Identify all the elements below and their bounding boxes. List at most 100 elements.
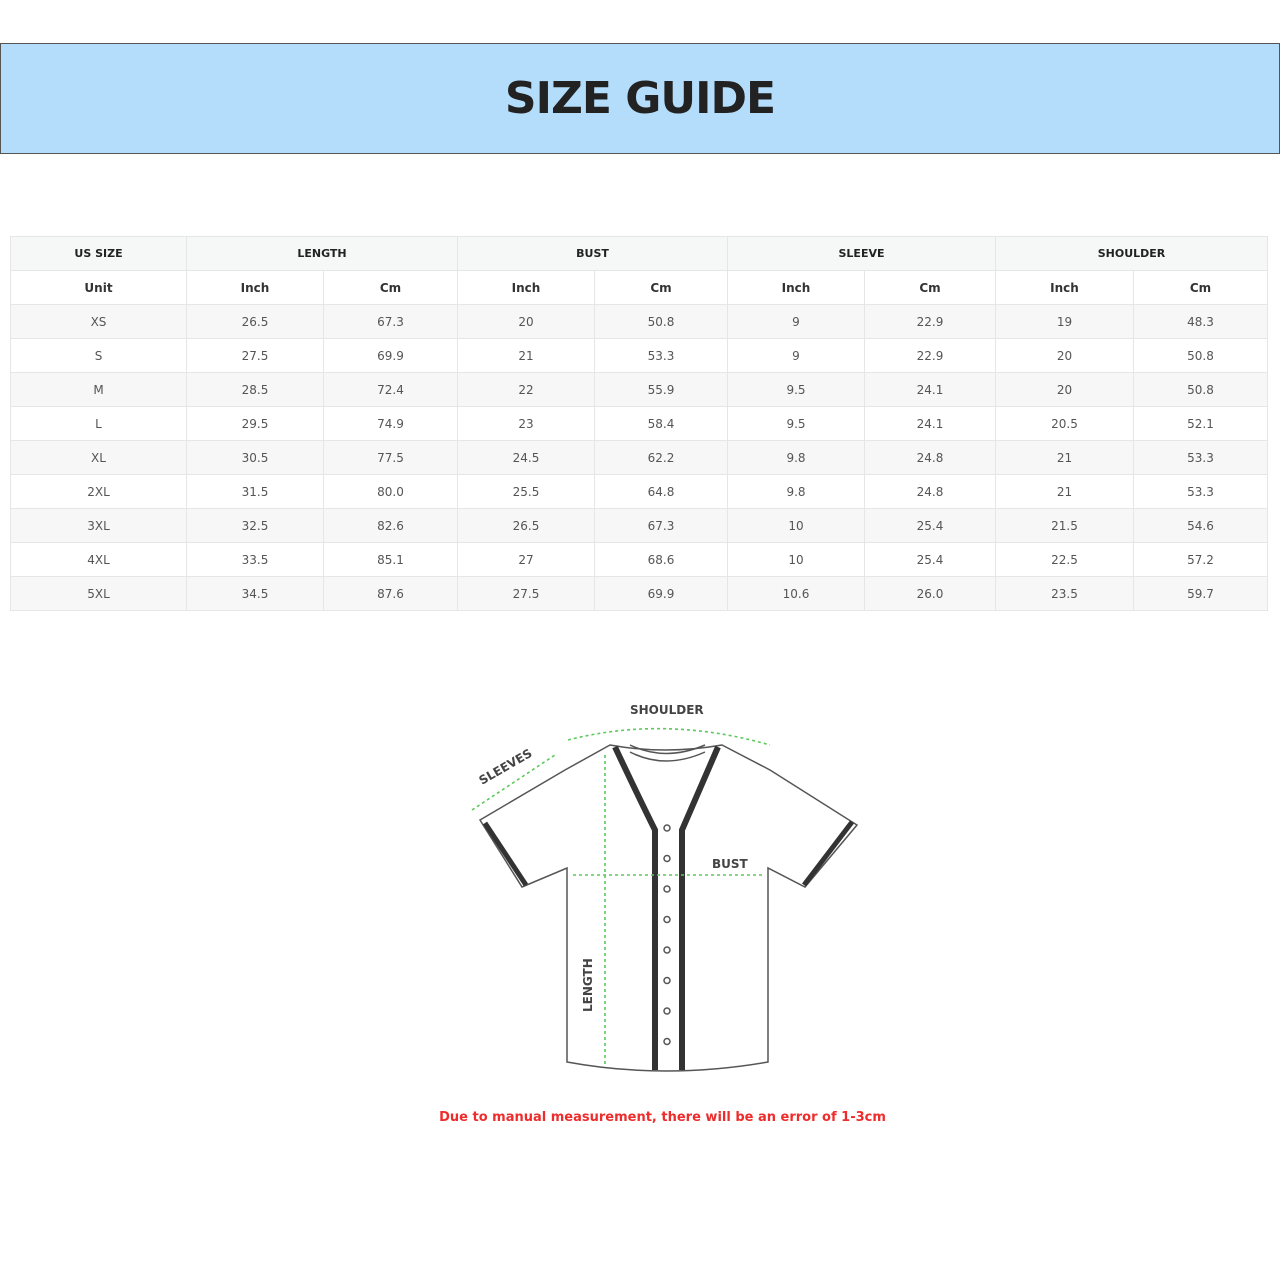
- button-icon: [663, 946, 671, 954]
- value-cell: 21: [995, 440, 1134, 475]
- value-cell: 22: [457, 372, 595, 407]
- value-cell: 53.3: [1132, 440, 1269, 475]
- value-cell: 50.8: [1132, 372, 1269, 407]
- value-cell: 77.5: [323, 440, 458, 475]
- header-sleeve: SLEEVE: [727, 236, 996, 271]
- table-row: 5XL 34.5 87.6 27.5 69.9 10.6 26.0 23.5 59.7: [10, 576, 1269, 611]
- value-cell: 85.1: [323, 542, 458, 577]
- size-cell: M: [10, 372, 187, 407]
- value-cell: 48.3: [1132, 304, 1269, 339]
- value-cell: 57.2: [1132, 542, 1269, 577]
- size-cell: XL: [10, 440, 187, 475]
- value-cell: 20.5: [995, 406, 1134, 441]
- value-cell: 32.5: [186, 508, 324, 543]
- value-cell: 74.9: [323, 406, 458, 441]
- table-row: S 27.5 69.9 21 53.3 9 22.9 20 50.8: [10, 338, 1269, 373]
- value-cell: 55.9: [594, 372, 728, 407]
- value-cell: 24.8: [864, 474, 996, 509]
- value-cell: 52.1: [1132, 406, 1269, 441]
- value-cell: 23.5: [995, 576, 1134, 611]
- placket: [612, 745, 721, 1070]
- size-cell: S: [10, 338, 187, 373]
- value-cell: 10: [727, 508, 865, 543]
- unit-cell: Cm: [323, 270, 458, 305]
- measure-lines: [471, 727, 771, 1065]
- buttons: [663, 824, 671, 1046]
- unit-cell: Cm: [1132, 270, 1269, 305]
- value-cell: 69.9: [323, 338, 458, 373]
- value-cell: 9.5: [727, 406, 865, 441]
- table-row: 2XL 31.5 80.0 25.5 64.8 9.8 24.8 21 53.3: [10, 474, 1269, 509]
- table-row: XL 30.5 77.5 24.5 62.2 9.8 24.8 21 53.3: [10, 440, 1269, 475]
- value-cell: 53.3: [1132, 474, 1269, 509]
- size-cell: 4XL: [10, 542, 187, 577]
- value-cell: 22.5: [995, 542, 1134, 577]
- size-cell: 3XL: [10, 508, 187, 543]
- value-cell: 25.4: [864, 542, 996, 577]
- value-cell: 58.4: [594, 406, 728, 441]
- value-cell: 23: [457, 406, 595, 441]
- size-table: US SIZE LENGTH BUST SLEEVE SHOULDER Unit…: [10, 236, 1269, 611]
- value-cell: 21: [457, 338, 595, 373]
- button-icon: [663, 854, 671, 863]
- size-cell: L: [10, 406, 187, 441]
- value-cell: 72.4: [323, 372, 458, 407]
- value-cell: 9.8: [727, 474, 865, 509]
- value-cell: 21.5: [995, 508, 1134, 543]
- header-shoulder: SHOULDER: [994, 236, 1269, 271]
- length-label: LENGTH: [581, 958, 595, 1012]
- value-cell: 26.5: [186, 304, 324, 339]
- table-row: 3XL 32.5 82.6 26.5 67.3 10 25.4 21.5 54.6: [10, 508, 1269, 543]
- unit-cell: Inch: [995, 270, 1134, 305]
- unit-cell: Cm: [864, 270, 996, 305]
- sleeves-label: SLEEVES: [477, 746, 535, 788]
- button-icon: [663, 824, 671, 832]
- unit-cell: Inch: [457, 270, 595, 305]
- shirt-measurement-diagram: SHOULDER SLEEVES BUST LENGTH: [460, 690, 880, 1090]
- value-cell: 69.9: [594, 576, 728, 611]
- button-icon: [663, 915, 671, 924]
- value-cell: 26.0: [864, 576, 996, 611]
- value-cell: 87.6: [323, 576, 458, 611]
- group-header-row: US SIZE LENGTH BUST SLEEVE SHOULDER: [10, 236, 1269, 271]
- value-cell: 9.8: [727, 440, 865, 475]
- value-cell: 64.8: [594, 474, 728, 509]
- shirt-outline: [478, 744, 859, 1072]
- value-cell: 67.3: [323, 304, 458, 339]
- value-cell: 50.8: [594, 304, 728, 339]
- value-cell: 21: [995, 474, 1134, 509]
- value-cell: 20: [995, 338, 1134, 373]
- value-cell: 9: [727, 338, 865, 373]
- value-cell: 24.1: [864, 372, 996, 407]
- value-cell: 25.5: [457, 474, 595, 509]
- table-row: L 29.5 74.9 23 58.4 9.5 24.1 20.5 52.1: [10, 406, 1269, 441]
- value-cell: 54.6: [1132, 508, 1269, 543]
- value-cell: 27: [457, 542, 595, 577]
- value-cell: 10.6: [727, 576, 865, 611]
- unit-cell: Inch: [186, 270, 324, 305]
- value-cell: 22.9: [864, 304, 996, 339]
- header-us-size: US SIZE: [10, 236, 187, 271]
- unit-cell: Inch: [727, 270, 865, 305]
- sleeve-trim: [482, 820, 854, 887]
- value-cell: 27.5: [186, 338, 324, 373]
- bust-label: BUST: [712, 857, 749, 871]
- table-row: XS 26.5 67.3 20 50.8 9 22.9 19 48.3: [10, 304, 1269, 339]
- button-icon: [663, 1037, 671, 1046]
- button-icon: [663, 885, 671, 893]
- value-cell: 26.5: [457, 508, 595, 543]
- value-cell: 82.6: [323, 508, 458, 543]
- value-cell: 24.1: [864, 406, 996, 441]
- button-icon: [663, 1007, 671, 1015]
- button-icon: [663, 976, 671, 985]
- unit-cell: Unit: [10, 270, 187, 305]
- value-cell: 24.5: [457, 440, 595, 475]
- value-cell: 67.3: [594, 508, 728, 543]
- value-cell: 25.4: [864, 508, 996, 543]
- value-cell: 29.5: [186, 406, 324, 441]
- header-length: LENGTH: [186, 236, 458, 271]
- table-row: M 28.5 72.4 22 55.9 9.5 24.1 20 50.8: [10, 372, 1269, 407]
- value-cell: 28.5: [186, 372, 324, 407]
- value-cell: 34.5: [186, 576, 324, 611]
- value-cell: 30.5: [186, 440, 324, 475]
